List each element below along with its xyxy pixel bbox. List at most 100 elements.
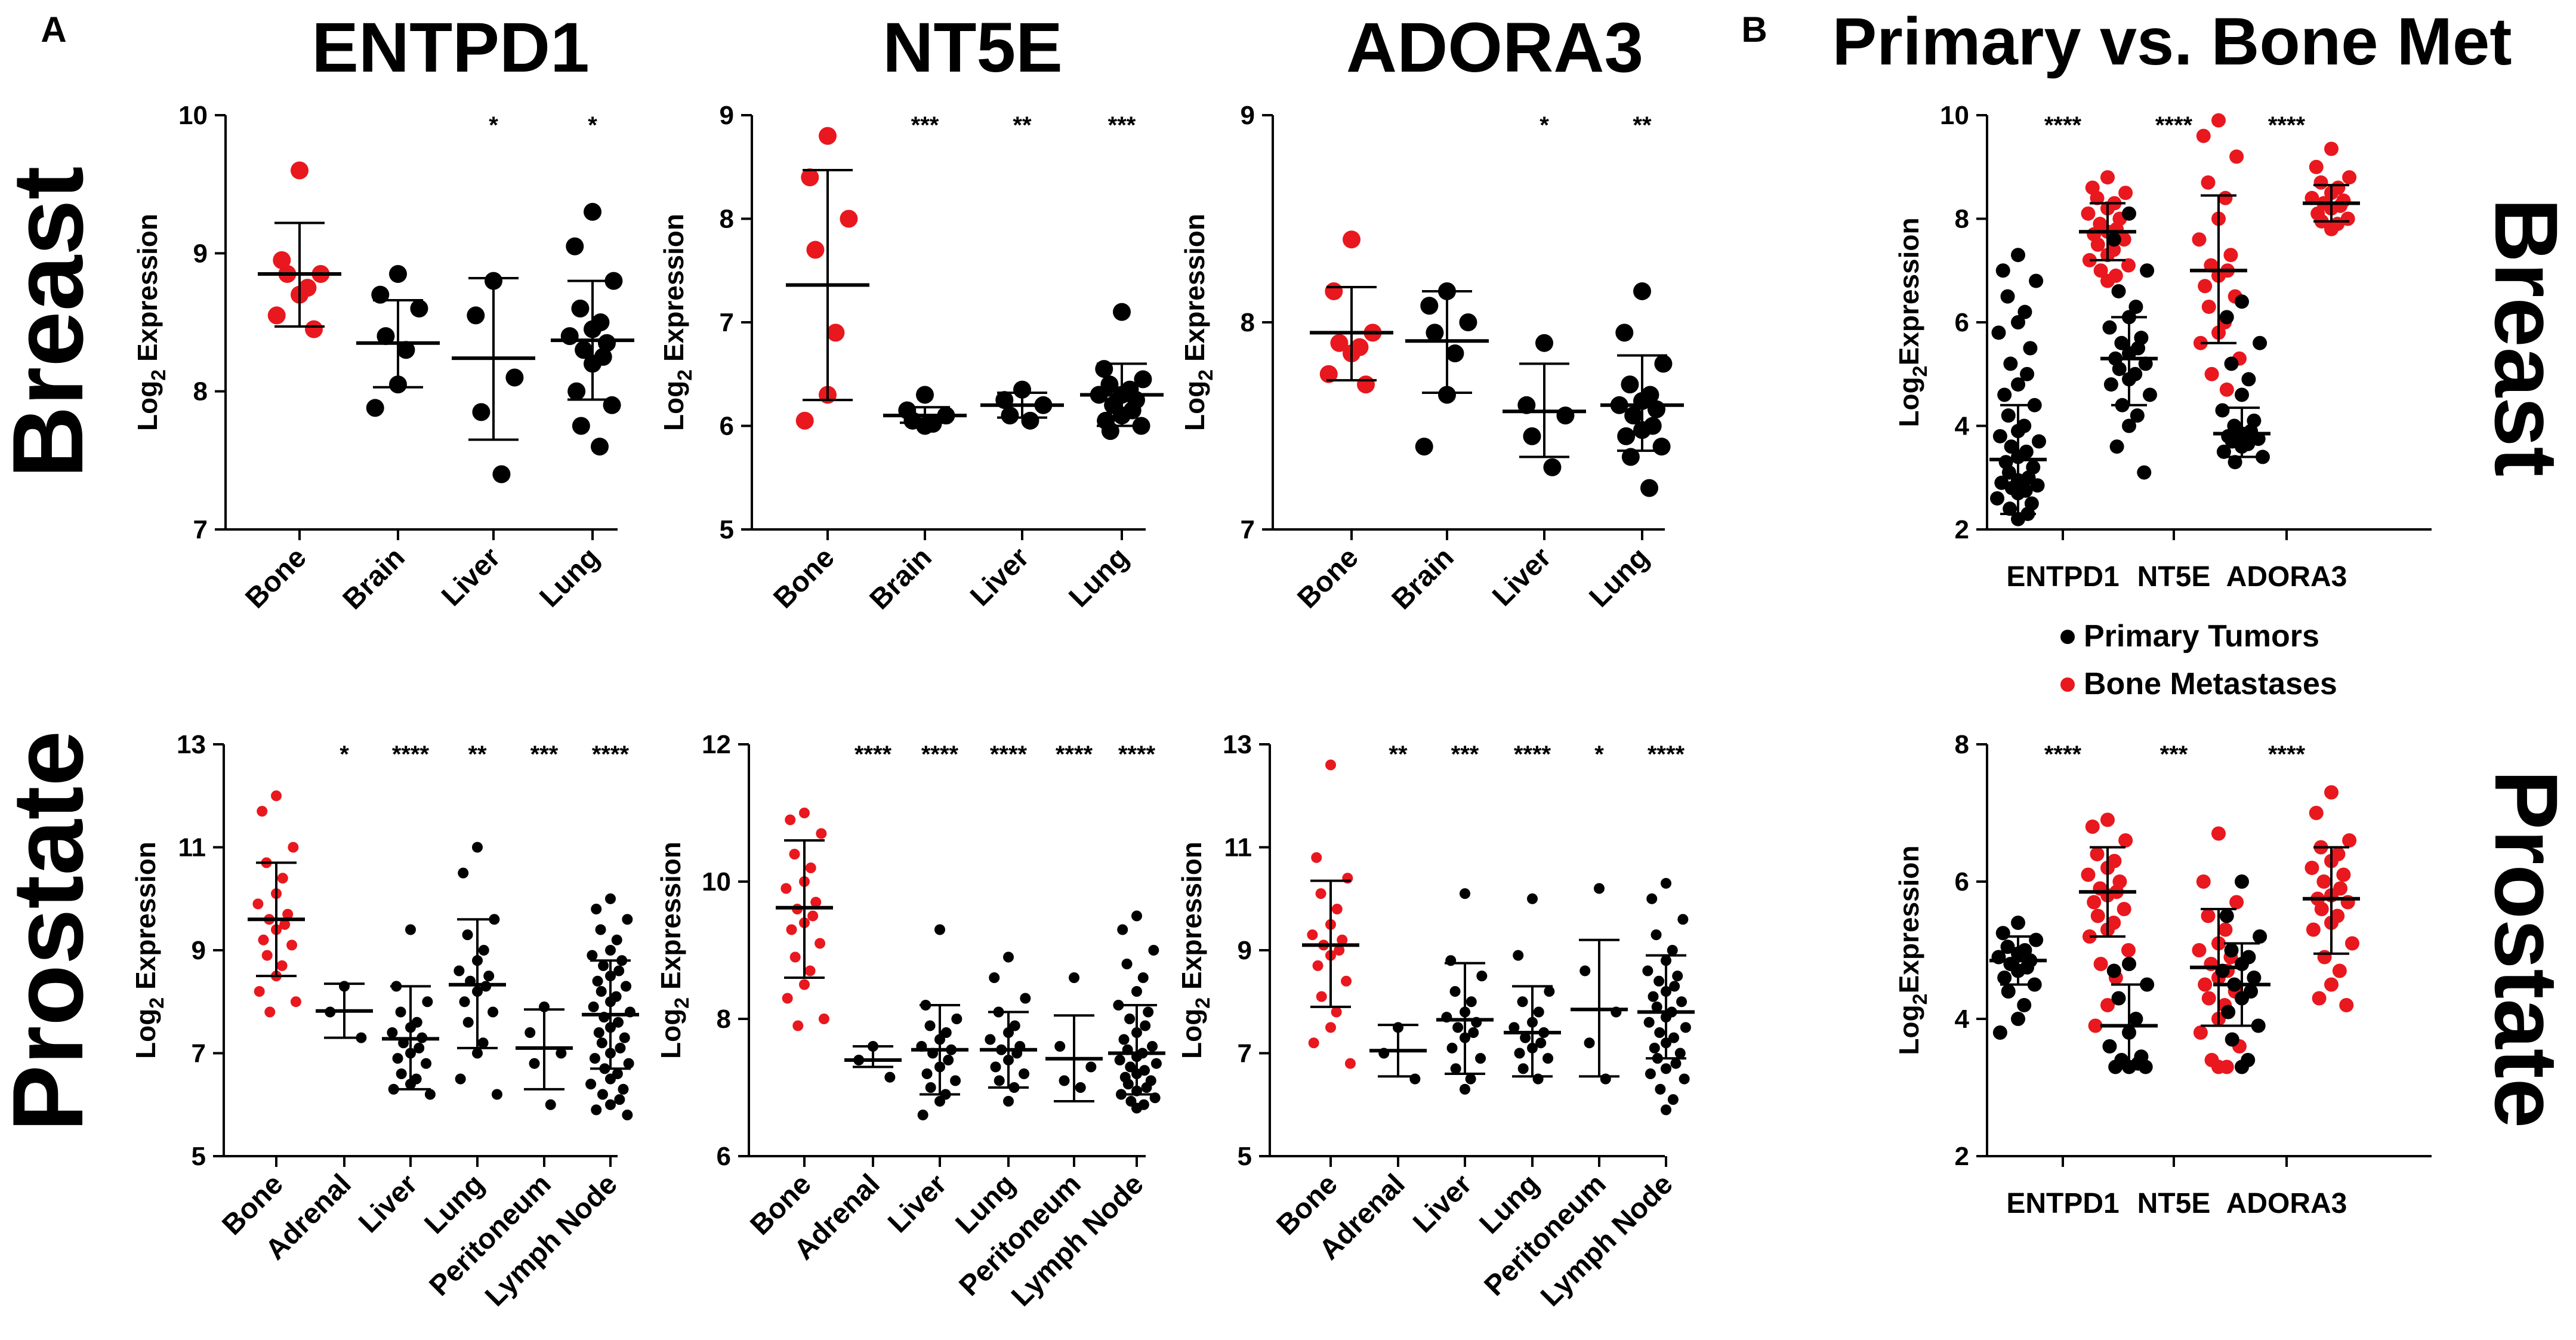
data-point (305, 320, 323, 338)
data-point (1648, 991, 1659, 1002)
y-axis-label-rest: Expression (1893, 217, 1924, 365)
group-bone-bone (786, 127, 869, 430)
y-axis-label-sub: 2 (147, 369, 170, 381)
data-point (592, 975, 603, 987)
x-tick-label: ENTPD1 (2006, 561, 2119, 593)
data-point (2336, 867, 2351, 882)
group-lung-primary (1504, 893, 1561, 1085)
data-point (1679, 1073, 1690, 1085)
data-point (623, 1058, 634, 1069)
group-peritoneum-primary (1571, 883, 1628, 1085)
data-point (1670, 1058, 1682, 1069)
data-point (934, 1096, 945, 1107)
data-point (1009, 1020, 1020, 1031)
data-point (1357, 375, 1375, 394)
y-axis-label-rest: Expression (655, 842, 686, 997)
data-point (1131, 1102, 1142, 1114)
data-point (572, 417, 590, 435)
group-brain-primary (356, 265, 440, 417)
x-tick-label: ADORA3 (2226, 1188, 2347, 1219)
data-point (804, 965, 816, 976)
significance-label: * (340, 741, 349, 768)
data-point (1642, 965, 1653, 976)
data-point (2117, 232, 2131, 247)
group-entpd1-primary (1989, 248, 2047, 526)
data-point (2344, 936, 2359, 951)
data-point (2011, 916, 2025, 930)
data-point (1137, 972, 1149, 983)
data-point (597, 1089, 608, 1100)
data-point (1415, 438, 1433, 456)
data-point (571, 299, 590, 318)
data-point (2219, 908, 2234, 923)
group-liver-primary (382, 924, 439, 1100)
data-point (1013, 380, 1031, 399)
panel-b-title: Primary vs. Bone Met (1832, 4, 2512, 79)
y-tick-label: 9 (1238, 936, 1252, 965)
data-point (488, 1006, 499, 1018)
data-point (1476, 971, 1488, 982)
legend-bone-marker (2060, 677, 2075, 692)
x-tick-label: Brain (1386, 541, 1460, 615)
data-point (2312, 991, 2327, 1006)
x-tick-label: Liver (1486, 541, 1557, 612)
y-axis-label-sub: 2 (1195, 369, 1217, 381)
data-point (2235, 294, 2249, 309)
y-axis-label-sub: 2 (1909, 993, 1932, 1005)
significance-label: **** (2155, 112, 2193, 138)
data-point (405, 924, 416, 935)
data-point (1579, 965, 1591, 976)
data-point (2224, 943, 2239, 957)
data-point (1514, 1048, 1525, 1059)
data-point (2304, 861, 2319, 875)
x-tick-label: Bone (1291, 541, 1364, 614)
data-point (2121, 258, 2136, 273)
data-point (1646, 893, 1658, 904)
plot-b-breast: 246810Log2ExpressionENTPD1****NT5E****AD… (1893, 101, 2432, 593)
data-point (377, 327, 395, 346)
data-point (2117, 902, 2131, 916)
data-point (1019, 1068, 1030, 1079)
data-point (2003, 501, 2017, 516)
data-point (622, 1110, 633, 1120)
y-axis-label-main: Log (1893, 377, 1924, 427)
y-axis-label-main: Log (655, 1009, 686, 1059)
data-point (2225, 1032, 2239, 1047)
data-point (1992, 429, 2007, 443)
data-point (2316, 874, 2331, 889)
data-point (1325, 282, 1343, 300)
data-point (2121, 943, 2136, 957)
data-point (1995, 926, 2010, 941)
group-nt5e-bone (2190, 113, 2247, 397)
significance-label: ** (1389, 741, 1408, 768)
data-point (2090, 847, 2105, 861)
data-point (951, 1014, 962, 1024)
data-point (1121, 959, 1133, 969)
data-point (2017, 998, 2032, 1012)
plot-breast-adora3: 7 8 9 Log2 Expression Bone Brain Liver * Lung ** (1179, 101, 1684, 616)
data-point (1621, 375, 1639, 394)
data-point (273, 251, 291, 269)
data-point (467, 306, 485, 325)
data-point (1141, 1082, 1152, 1093)
data-point (1520, 1032, 1531, 1043)
data-point (613, 965, 625, 976)
data-point (478, 945, 489, 956)
data-point (2106, 232, 2121, 247)
data-point (545, 1099, 556, 1110)
data-point (2090, 908, 2105, 923)
data-point (271, 790, 282, 802)
data-point (1990, 491, 2005, 506)
data-point (1669, 981, 1680, 992)
data-point (605, 1073, 616, 1085)
data-point (1517, 996, 1528, 1008)
y-tick-label: 10 (1940, 101, 1969, 130)
data-point (396, 1068, 407, 1079)
data-point (2193, 335, 2208, 350)
data-point (529, 1058, 540, 1069)
group-bone-bone (248, 790, 305, 1018)
data-point (560, 327, 579, 346)
legend-bone-label: Bone Metastases (2084, 667, 2337, 701)
data-point (1054, 1041, 1066, 1052)
